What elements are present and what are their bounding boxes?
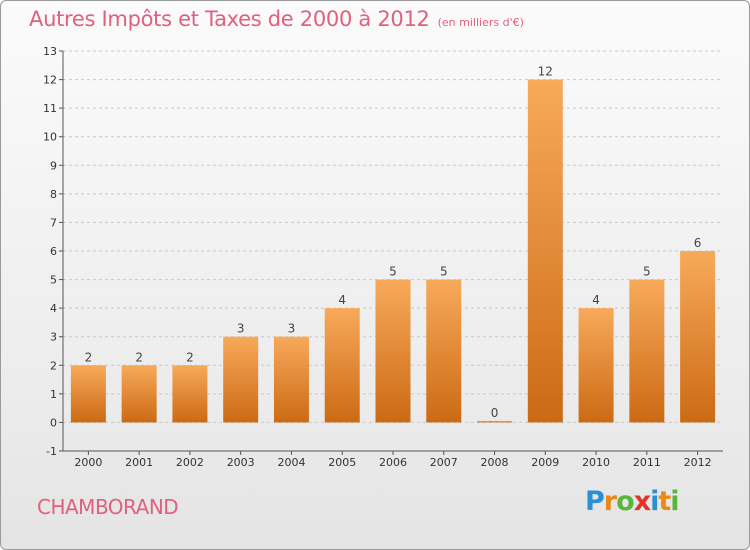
- y-tick-label: 5: [50, 274, 57, 287]
- x-tick-label: 2009: [531, 456, 559, 469]
- data-label: 5: [440, 265, 448, 279]
- x-tick-label: 2011: [633, 456, 661, 469]
- y-tick-label: 11: [43, 102, 57, 115]
- y-tick-label: 10: [43, 131, 57, 144]
- logo-letter: x: [633, 486, 651, 517]
- y-tick-label: 0: [50, 416, 57, 429]
- data-label: 5: [643, 265, 651, 279]
- axes: [59, 50, 723, 455]
- data-label: 3: [288, 322, 296, 336]
- data-label: 2: [135, 350, 143, 364]
- data-label: 12: [538, 65, 553, 79]
- chart-title: Autres Impôts et Taxes de 2000 à 2012 (en…: [29, 7, 524, 31]
- bar: [426, 279, 462, 423]
- y-tick-label: 7: [50, 216, 57, 229]
- bar: [70, 365, 106, 423]
- y-tick-label: 2: [50, 359, 57, 372]
- data-label: 5: [389, 265, 397, 279]
- bar: [121, 365, 157, 423]
- commune-name: CHAMBORAND: [37, 495, 179, 519]
- logo-letter: i: [670, 486, 679, 517]
- data-label: 4: [592, 293, 600, 307]
- x-tick-label: 2008: [481, 456, 509, 469]
- bar: [172, 365, 208, 423]
- data-label: 6: [694, 236, 702, 250]
- proxiti-logo: Proxiti: [585, 486, 680, 517]
- logo-letter: t: [658, 486, 671, 517]
- y-tick-label: 1: [50, 388, 57, 401]
- x-tick-label: 2002: [176, 456, 204, 469]
- bar: [629, 279, 665, 423]
- bar: [477, 420, 513, 423]
- data-label: 2: [85, 350, 93, 364]
- x-tick-label: 2010: [582, 456, 610, 469]
- x-tick-label: 2007: [430, 456, 458, 469]
- x-tick-label: 2000: [74, 456, 102, 469]
- x-tick-label: 2001: [125, 456, 153, 469]
- bar: [273, 336, 309, 423]
- bar: [578, 308, 614, 423]
- y-tick-label: 3: [50, 331, 57, 344]
- bar: [223, 336, 259, 423]
- unit-note: (en milliers d'€): [437, 16, 524, 29]
- y-tick-label: 12: [43, 74, 57, 87]
- x-tick-label: 2005: [328, 456, 356, 469]
- y-tick-label: 4: [50, 302, 57, 315]
- logo-letter: r: [603, 486, 617, 517]
- chart-title-text: Autres Impôts et Taxes de 2000 à 2012: [29, 7, 430, 31]
- bar: [324, 308, 360, 423]
- data-label: 4: [338, 293, 346, 307]
- y-tick-label: 6: [50, 245, 57, 258]
- logo-letter: o: [616, 486, 635, 517]
- labels: -101234567891011121322000220012200232003…: [43, 45, 712, 469]
- data-label: 3: [237, 322, 245, 336]
- data-label: 0: [491, 406, 499, 420]
- bar: [680, 251, 716, 423]
- y-tick-label: -1: [46, 445, 57, 458]
- bar: [527, 79, 563, 423]
- data-label: 2: [186, 350, 194, 364]
- y-tick-label: 8: [50, 188, 57, 201]
- logo-letter: i: [650, 486, 659, 517]
- x-tick-label: 2003: [227, 456, 255, 469]
- logo-letter: P: [585, 486, 605, 517]
- x-tick-label: 2012: [684, 456, 712, 469]
- x-tick-label: 2004: [277, 456, 305, 469]
- bars: [70, 79, 716, 423]
- bar: [375, 279, 411, 423]
- y-tick-label: 9: [50, 159, 57, 172]
- x-tick-label: 2006: [379, 456, 407, 469]
- y-tick-label: 13: [43, 45, 57, 58]
